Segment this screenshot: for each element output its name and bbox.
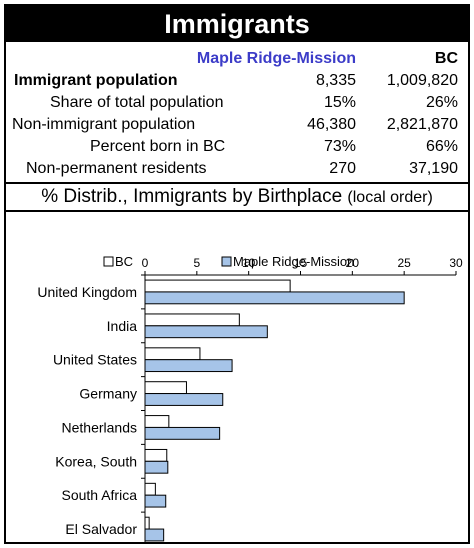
bar-maple-ridge-mission bbox=[144, 359, 233, 373]
stats-row-local-value: 15% bbox=[323, 94, 356, 111]
chart-title-note: (local order) bbox=[347, 189, 433, 206]
stats-row-local-value: 46,380 bbox=[307, 116, 356, 133]
category-label: Germany bbox=[79, 386, 137, 402]
bar-maple-ridge-mission bbox=[144, 393, 224, 406]
bar-bc bbox=[144, 516, 150, 530]
stats-row-local-value: 73% bbox=[323, 138, 356, 155]
legend-label: Maple Ridge-Mission bbox=[233, 254, 354, 269]
x-tick-label: 0 bbox=[142, 256, 149, 270]
bar-bc bbox=[144, 482, 156, 496]
stats-row-label: Percent born in BC bbox=[90, 138, 226, 155]
stats-row-bc-value: 66% bbox=[425, 138, 458, 155]
category-label: El Salvador bbox=[65, 521, 137, 537]
bar-maple-ridge-mission bbox=[144, 291, 405, 305]
bar-bc bbox=[144, 313, 240, 327]
bar-bc bbox=[144, 415, 170, 428]
stats-row: Percent born in BC 73% 66% bbox=[6, 136, 468, 158]
legend-swatch bbox=[103, 256, 114, 267]
bar-maple-ridge-mission bbox=[144, 528, 165, 542]
x-tick-label: 30 bbox=[449, 256, 463, 270]
bar-bc bbox=[144, 381, 187, 395]
stats-row-local-value: 8,335 bbox=[315, 72, 356, 89]
bar-bc bbox=[144, 448, 168, 462]
column-header-bc: BC bbox=[434, 50, 458, 67]
x-tick-label: 10 bbox=[242, 256, 256, 270]
chart-section-title: % Distrib., Immigrants by Birthplace (lo… bbox=[6, 182, 468, 212]
stats-row: Immigrant population 8,335 1,009,820 bbox=[6, 70, 468, 92]
infographic-panel: Immigrants Maple Ridge-Mission BC Immigr… bbox=[4, 4, 470, 544]
stats-row: Non-immigrant population 46,380 2,821,870 bbox=[6, 114, 468, 136]
x-tick-label: 5 bbox=[193, 256, 200, 270]
category-label: South Africa bbox=[62, 487, 138, 503]
stats-row-label: Share of total population bbox=[50, 94, 224, 111]
bar-bc bbox=[144, 279, 291, 293]
bar-maple-ridge-mission bbox=[144, 426, 221, 440]
category-label: United States bbox=[53, 352, 137, 368]
bar-maple-ridge-mission bbox=[144, 460, 169, 474]
stats-row-bc-value: 2,821,870 bbox=[386, 116, 458, 133]
legend-label: BC bbox=[115, 254, 133, 269]
stats-row-bc-value: 37,190 bbox=[409, 160, 458, 177]
bar-maple-ridge-mission bbox=[144, 325, 268, 339]
column-header-local: Maple Ridge-Mission bbox=[196, 50, 356, 67]
stats-row-local-value: 270 bbox=[329, 160, 356, 177]
stats-row-label: Immigrant population bbox=[14, 72, 178, 89]
x-tick-label: 20 bbox=[346, 256, 360, 270]
stats-row-bc-value: 1,009,820 bbox=[386, 72, 458, 89]
stats-row: Share of total population 15% 26% bbox=[6, 92, 468, 114]
stats-table: Maple Ridge-Mission BC Immigrant populat… bbox=[6, 42, 468, 182]
stats-row: Non-permanent residents 270 37,190 bbox=[6, 158, 468, 180]
bar-bc bbox=[144, 347, 201, 361]
stats-row-label: Non-immigrant population bbox=[12, 116, 196, 133]
category-label: Netherlands bbox=[62, 419, 138, 435]
legend-swatch bbox=[221, 256, 232, 267]
stats-row-label: Non-permanent residents bbox=[26, 160, 207, 177]
page-title: Immigrants bbox=[6, 6, 468, 42]
category-label: India bbox=[107, 318, 138, 334]
birthplace-bar-chart: BC Maple Ridge-Mission 0 5 10 15 20 25 30 United … bbox=[37, 254, 463, 542]
category-label: United Kingdom bbox=[37, 284, 137, 300]
x-tick-label: 15 bbox=[294, 256, 308, 270]
bar-maple-ridge-mission bbox=[144, 494, 167, 508]
chart-title-main: % Distrib., Immigrants by Birthplace bbox=[41, 186, 343, 207]
stats-row-bc-value: 26% bbox=[425, 94, 458, 111]
category-label: Korea, South bbox=[55, 453, 137, 469]
x-tick-label: 25 bbox=[397, 256, 411, 270]
stats-header-row: Maple Ridge-Mission BC bbox=[6, 48, 468, 70]
